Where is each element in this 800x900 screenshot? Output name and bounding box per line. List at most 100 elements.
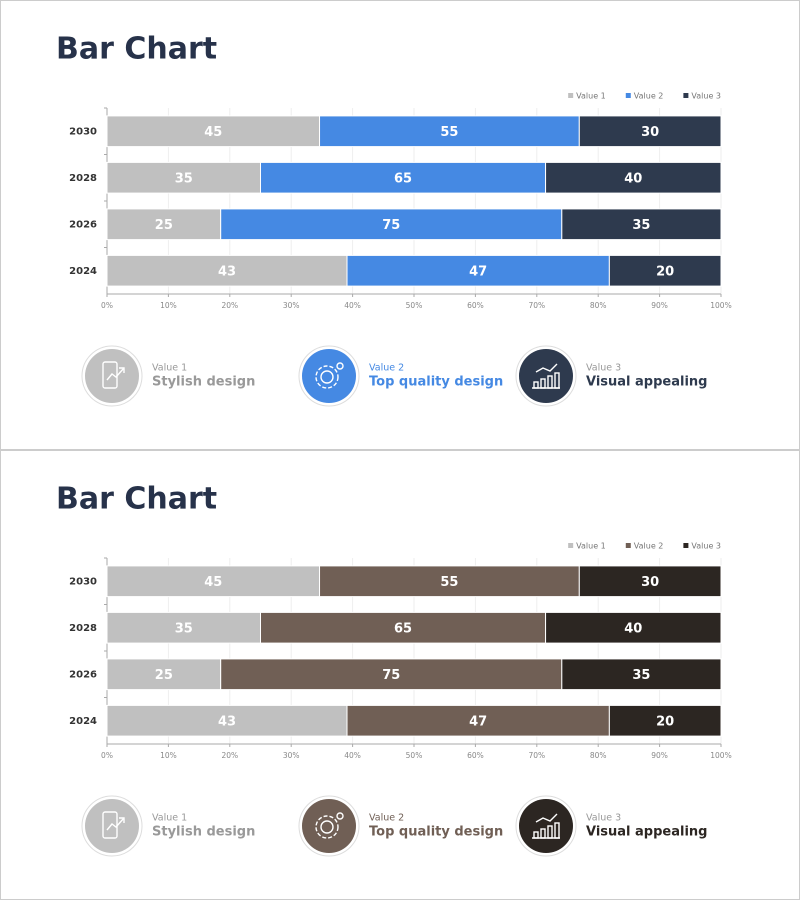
x-tick-label: 10% — [160, 751, 177, 760]
x-tick-label: 50% — [406, 751, 423, 760]
feature-circle — [85, 349, 139, 403]
data-label: 40 — [624, 171, 642, 186]
chart-title: Bar Chart — [56, 32, 217, 67]
bar-segment — [545, 161, 722, 194]
legend-label: Value 2 — [634, 92, 664, 101]
feature-caption: Value 1 — [152, 813, 187, 824]
bar-segment — [260, 611, 547, 644]
icon-shape — [554, 822, 560, 839]
data-label: 55 — [440, 575, 458, 590]
feature-caption: Value 3 — [586, 363, 621, 374]
bar-segment — [220, 658, 563, 691]
icon-shape — [119, 367, 125, 373]
feature-circle — [519, 349, 573, 403]
data-label: 35 — [175, 171, 193, 186]
icon-shape — [336, 362, 344, 370]
legend-swatch — [683, 93, 689, 98]
data-label: 20 — [656, 714, 674, 729]
legend-label: Value 1 — [576, 542, 606, 551]
legend-swatch — [625, 93, 631, 98]
x-tick-label: 60% — [467, 751, 484, 760]
icon-shape — [320, 820, 334, 834]
bar-segment — [545, 611, 722, 644]
feature-text: Top quality design — [369, 825, 503, 840]
bar-segment — [578, 115, 722, 148]
icon-shape — [315, 815, 339, 839]
data-label: 35 — [175, 621, 193, 636]
legend-label: Value 2 — [634, 542, 664, 551]
x-tick-label: 60% — [467, 301, 484, 310]
data-label: 47 — [469, 714, 487, 729]
bar-segment — [561, 658, 722, 691]
data-label: 47 — [469, 264, 487, 279]
legend-swatch — [625, 543, 631, 548]
feature-caption: Value 2 — [369, 813, 404, 824]
data-label: 75 — [382, 668, 400, 683]
x-tick-label: 0% — [101, 301, 113, 310]
feature-circle — [85, 799, 139, 853]
feature-caption: Value 1 — [152, 363, 187, 374]
y-tick-label: 2026 — [69, 219, 97, 230]
bar-segment — [608, 254, 722, 287]
bar-segment — [106, 658, 222, 691]
data-label: 45 — [204, 575, 222, 590]
x-tick-label: 90% — [651, 301, 668, 310]
x-tick-label: 100% — [710, 301, 731, 310]
x-tick-label: 40% — [344, 751, 361, 760]
feature-circle — [519, 799, 573, 853]
bar-segment — [578, 565, 722, 598]
legend-swatch — [568, 543, 574, 548]
icon-shape — [533, 381, 539, 389]
bar-segment — [106, 208, 222, 241]
icon-shape — [535, 813, 558, 823]
icon-shape — [533, 831, 539, 839]
data-label: 43 — [218, 264, 236, 279]
x-tick-label: 20% — [221, 301, 238, 310]
x-tick-label: 30% — [283, 301, 300, 310]
y-tick-label: 2028 — [69, 623, 97, 634]
feature-caption: Value 2 — [369, 363, 404, 374]
bar-segment — [106, 161, 261, 194]
data-label: 55 — [440, 125, 458, 140]
x-tick-label: 10% — [160, 301, 177, 310]
x-tick-label: 70% — [528, 301, 545, 310]
feature-text: Top quality design — [369, 375, 503, 390]
bar-segment — [319, 565, 580, 598]
icon-shape — [336, 812, 344, 820]
x-tick-label: 80% — [590, 301, 607, 310]
feature-text: Stylish design — [152, 825, 255, 840]
legend-swatch — [683, 543, 689, 548]
y-tick-label: 2028 — [69, 173, 97, 184]
feature-circle — [302, 799, 356, 853]
bar-segment — [106, 115, 321, 148]
feature-text: Visual appealing — [586, 375, 707, 390]
y-tick-label: 2030 — [69, 126, 97, 137]
bar-segment — [319, 115, 580, 148]
legend-label: Value 1 — [576, 92, 606, 101]
legend-swatch — [568, 93, 574, 98]
data-label: 40 — [624, 621, 642, 636]
bar-segment — [106, 254, 348, 287]
data-label: 25 — [155, 218, 173, 233]
data-label: 65 — [394, 171, 412, 186]
data-label: 35 — [632, 218, 650, 233]
x-tick-label: 30% — [283, 751, 300, 760]
feature-text: Stylish design — [152, 375, 255, 390]
x-tick-label: 20% — [221, 751, 238, 760]
feature-caption: Value 3 — [586, 813, 621, 824]
data-label: 75 — [382, 218, 400, 233]
legend-label: Value 3 — [691, 542, 721, 551]
x-tick-label: 0% — [101, 751, 113, 760]
icon-shape — [540, 378, 546, 389]
y-tick-label: 2024 — [69, 716, 97, 727]
icon-shape — [547, 375, 553, 389]
bar-segment — [260, 161, 547, 194]
y-tick-label: 2024 — [69, 266, 97, 277]
data-label: 30 — [641, 575, 659, 590]
